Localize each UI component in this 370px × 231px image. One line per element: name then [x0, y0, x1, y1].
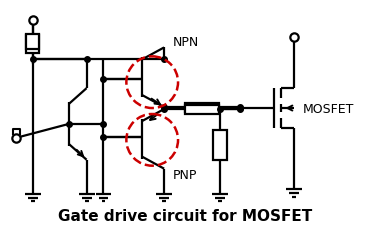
Bar [185, 103, 219, 112]
Bar [26, 34, 39, 50]
Text: Gate drive circuit for MOSFET: Gate drive circuit for MOSFET [58, 208, 312, 223]
Bar [213, 130, 227, 160]
Bar [26, 36, 39, 54]
Text: MOSFET: MOSFET [302, 102, 354, 115]
Bar [185, 105, 219, 114]
Text: NPN: NPN [173, 36, 199, 49]
Text: PNP: PNP [173, 168, 198, 181]
